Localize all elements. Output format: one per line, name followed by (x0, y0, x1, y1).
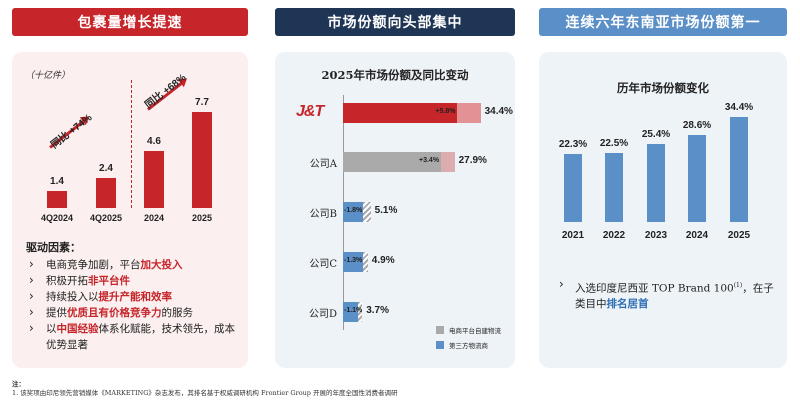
volume-category-label: 2024 (143, 213, 165, 223)
history-category-label: 2021 (561, 230, 585, 241)
driver-item: 提供优质且有价格竞争力的服务 (26, 304, 241, 321)
jt-logo: J&T (296, 103, 324, 120)
volume-value-label: 2.4 (99, 163, 113, 174)
history-chart-title: 历年市场份额变化 (617, 81, 709, 95)
history-category-label: 2022 (602, 230, 626, 241)
history-value-label: 34.4% (724, 101, 754, 113)
share-change-segment (362, 252, 368, 272)
driver-item: 以中国经验体系化赋能，技术领先，成本优势显著 (26, 320, 241, 353)
driver-item: 电商竞争加剧，平台加大投入 (26, 256, 241, 273)
history-bar (647, 144, 665, 222)
note-footnote-ref: (1) (733, 282, 743, 289)
note-text: 入选印度尼西亚 TOP Brand 100 (575, 282, 734, 295)
volume-value-label: 4.6 (147, 135, 161, 147)
share-change-segment (363, 202, 371, 222)
history-bar (730, 116, 748, 222)
header-volume-growth: 包裹量增长提速 (12, 8, 248, 36)
footnote-label: 注： (12, 380, 25, 388)
share-bar (343, 302, 358, 322)
driver-text: 电商竞争加剧，平台 (46, 259, 141, 271)
header-market-concentration: 市场份额向头部集中 (275, 8, 515, 36)
legend-label: 电商平台自建物流 (449, 328, 501, 335)
share-bar (343, 103, 481, 123)
share-change-label: +3.4% (419, 157, 440, 164)
history-bar (605, 153, 623, 222)
legend-item-platform: 电商平台自建物流 (436, 325, 501, 335)
header-sea-leader: 连续六年东南亚市场份额第一 (539, 8, 787, 36)
driver-text: 以 (46, 323, 57, 335)
share-change-label: -1.1% (344, 307, 363, 314)
share-chart-title: 2025年市场份额及同比变动 (321, 68, 469, 82)
driver-highlight: 加大投入 (140, 259, 183, 271)
share-change-label: -1.8% (344, 207, 363, 214)
volume-bar (144, 150, 164, 208)
chevron-right-icon: › (559, 277, 564, 291)
volume-category-label: 4Q2024 (40, 213, 74, 223)
note-text: ，在子类目中 (575, 282, 774, 310)
note-highlight: 排名居首 (606, 297, 649, 310)
volume-bar (47, 190, 67, 208)
share-value-label: 3.7% (366, 305, 389, 316)
share-value-label: 34.4% (484, 106, 513, 117)
driver-text: 体系化赋能，技术领先，成本优势显著 (46, 323, 235, 351)
history-category-label: 2023 (644, 230, 668, 241)
award-note: › 入选印度尼西亚 TOP Brand 100(1)，在子类目中排名居首 (559, 277, 779, 312)
volume-category-label: 2025 (191, 213, 213, 223)
share-change-segment (441, 152, 455, 172)
divider-dashed (131, 80, 132, 208)
share-value-label: 27.9% (458, 155, 487, 166)
driver-text: 的服务 (161, 307, 194, 319)
driver-highlight: 提升产能和效率 (98, 291, 173, 303)
driver-highlight: 非平台件 (88, 275, 130, 287)
volume-value-label: 1.4 (50, 175, 64, 187)
drivers-title: 驱动因素： (26, 241, 81, 254)
share-category-label: 公司C (309, 259, 337, 270)
history-value-label: 22.3% (558, 138, 588, 150)
history-value-label: 22.5% (599, 138, 629, 150)
share-value-label: 5.1% (374, 205, 398, 216)
legend-swatch (436, 326, 444, 334)
driver-item: 持续投入以提升产能和效率 (26, 288, 241, 305)
driver-text: 积极开拓 (46, 275, 88, 287)
unit-label: （十亿件） (25, 71, 71, 81)
legend-item-third-party: 第三方物流商 (436, 340, 488, 350)
driver-highlight: 中国经验 (56, 323, 99, 335)
history-value-label: 25.4% (641, 129, 671, 141)
history-category-label: 2024 (685, 230, 709, 241)
share-category-label: 公司A (309, 159, 337, 170)
history-value-label: 28.6% (682, 119, 712, 131)
history-category-label: 2025 (727, 230, 751, 241)
driver-text: 持续投入以 (46, 291, 99, 303)
drivers-list: 驱动因素： 电商竞争加剧，平台加大投入 积极开拓非平台件 持续投入以提升产能和效… (26, 240, 241, 353)
footnote: 注： 1. 该奖项由印尼领先营销媒体《MARKETING》杂志发布，其排名基于权… (12, 380, 398, 398)
driver-text: 提供 (46, 307, 67, 319)
driver-item: 积极开拓非平台件 (26, 272, 241, 289)
history-bar (564, 153, 582, 222)
footnote-text: 1. 该奖项由印尼领先营销媒体《MARKETING》杂志发布，其排名基于权威调研… (12, 389, 398, 397)
history-bar (688, 134, 706, 222)
share-change-segment (457, 103, 481, 123)
share-change-label: -1.3% (344, 257, 363, 264)
share-bar (343, 152, 455, 172)
volume-bar (192, 111, 212, 208)
legend-swatch (436, 341, 444, 349)
share-change-segment (357, 302, 363, 322)
legend-label: 第三方物流商 (449, 343, 488, 350)
share-bar (343, 252, 363, 272)
driver-highlight: 优质且有价格竞争力 (67, 307, 162, 319)
share-category-label: 公司D (308, 309, 337, 320)
share-bar (343, 202, 364, 222)
volume-category-label: 4Q2025 (89, 213, 123, 223)
share-category-label: 公司B (309, 209, 337, 220)
share-change-label: +5.8% (435, 108, 456, 115)
volume-bar (96, 178, 116, 208)
volume-value-label: 7.7 (195, 96, 209, 108)
share-value-label: 4.9% (371, 255, 395, 266)
